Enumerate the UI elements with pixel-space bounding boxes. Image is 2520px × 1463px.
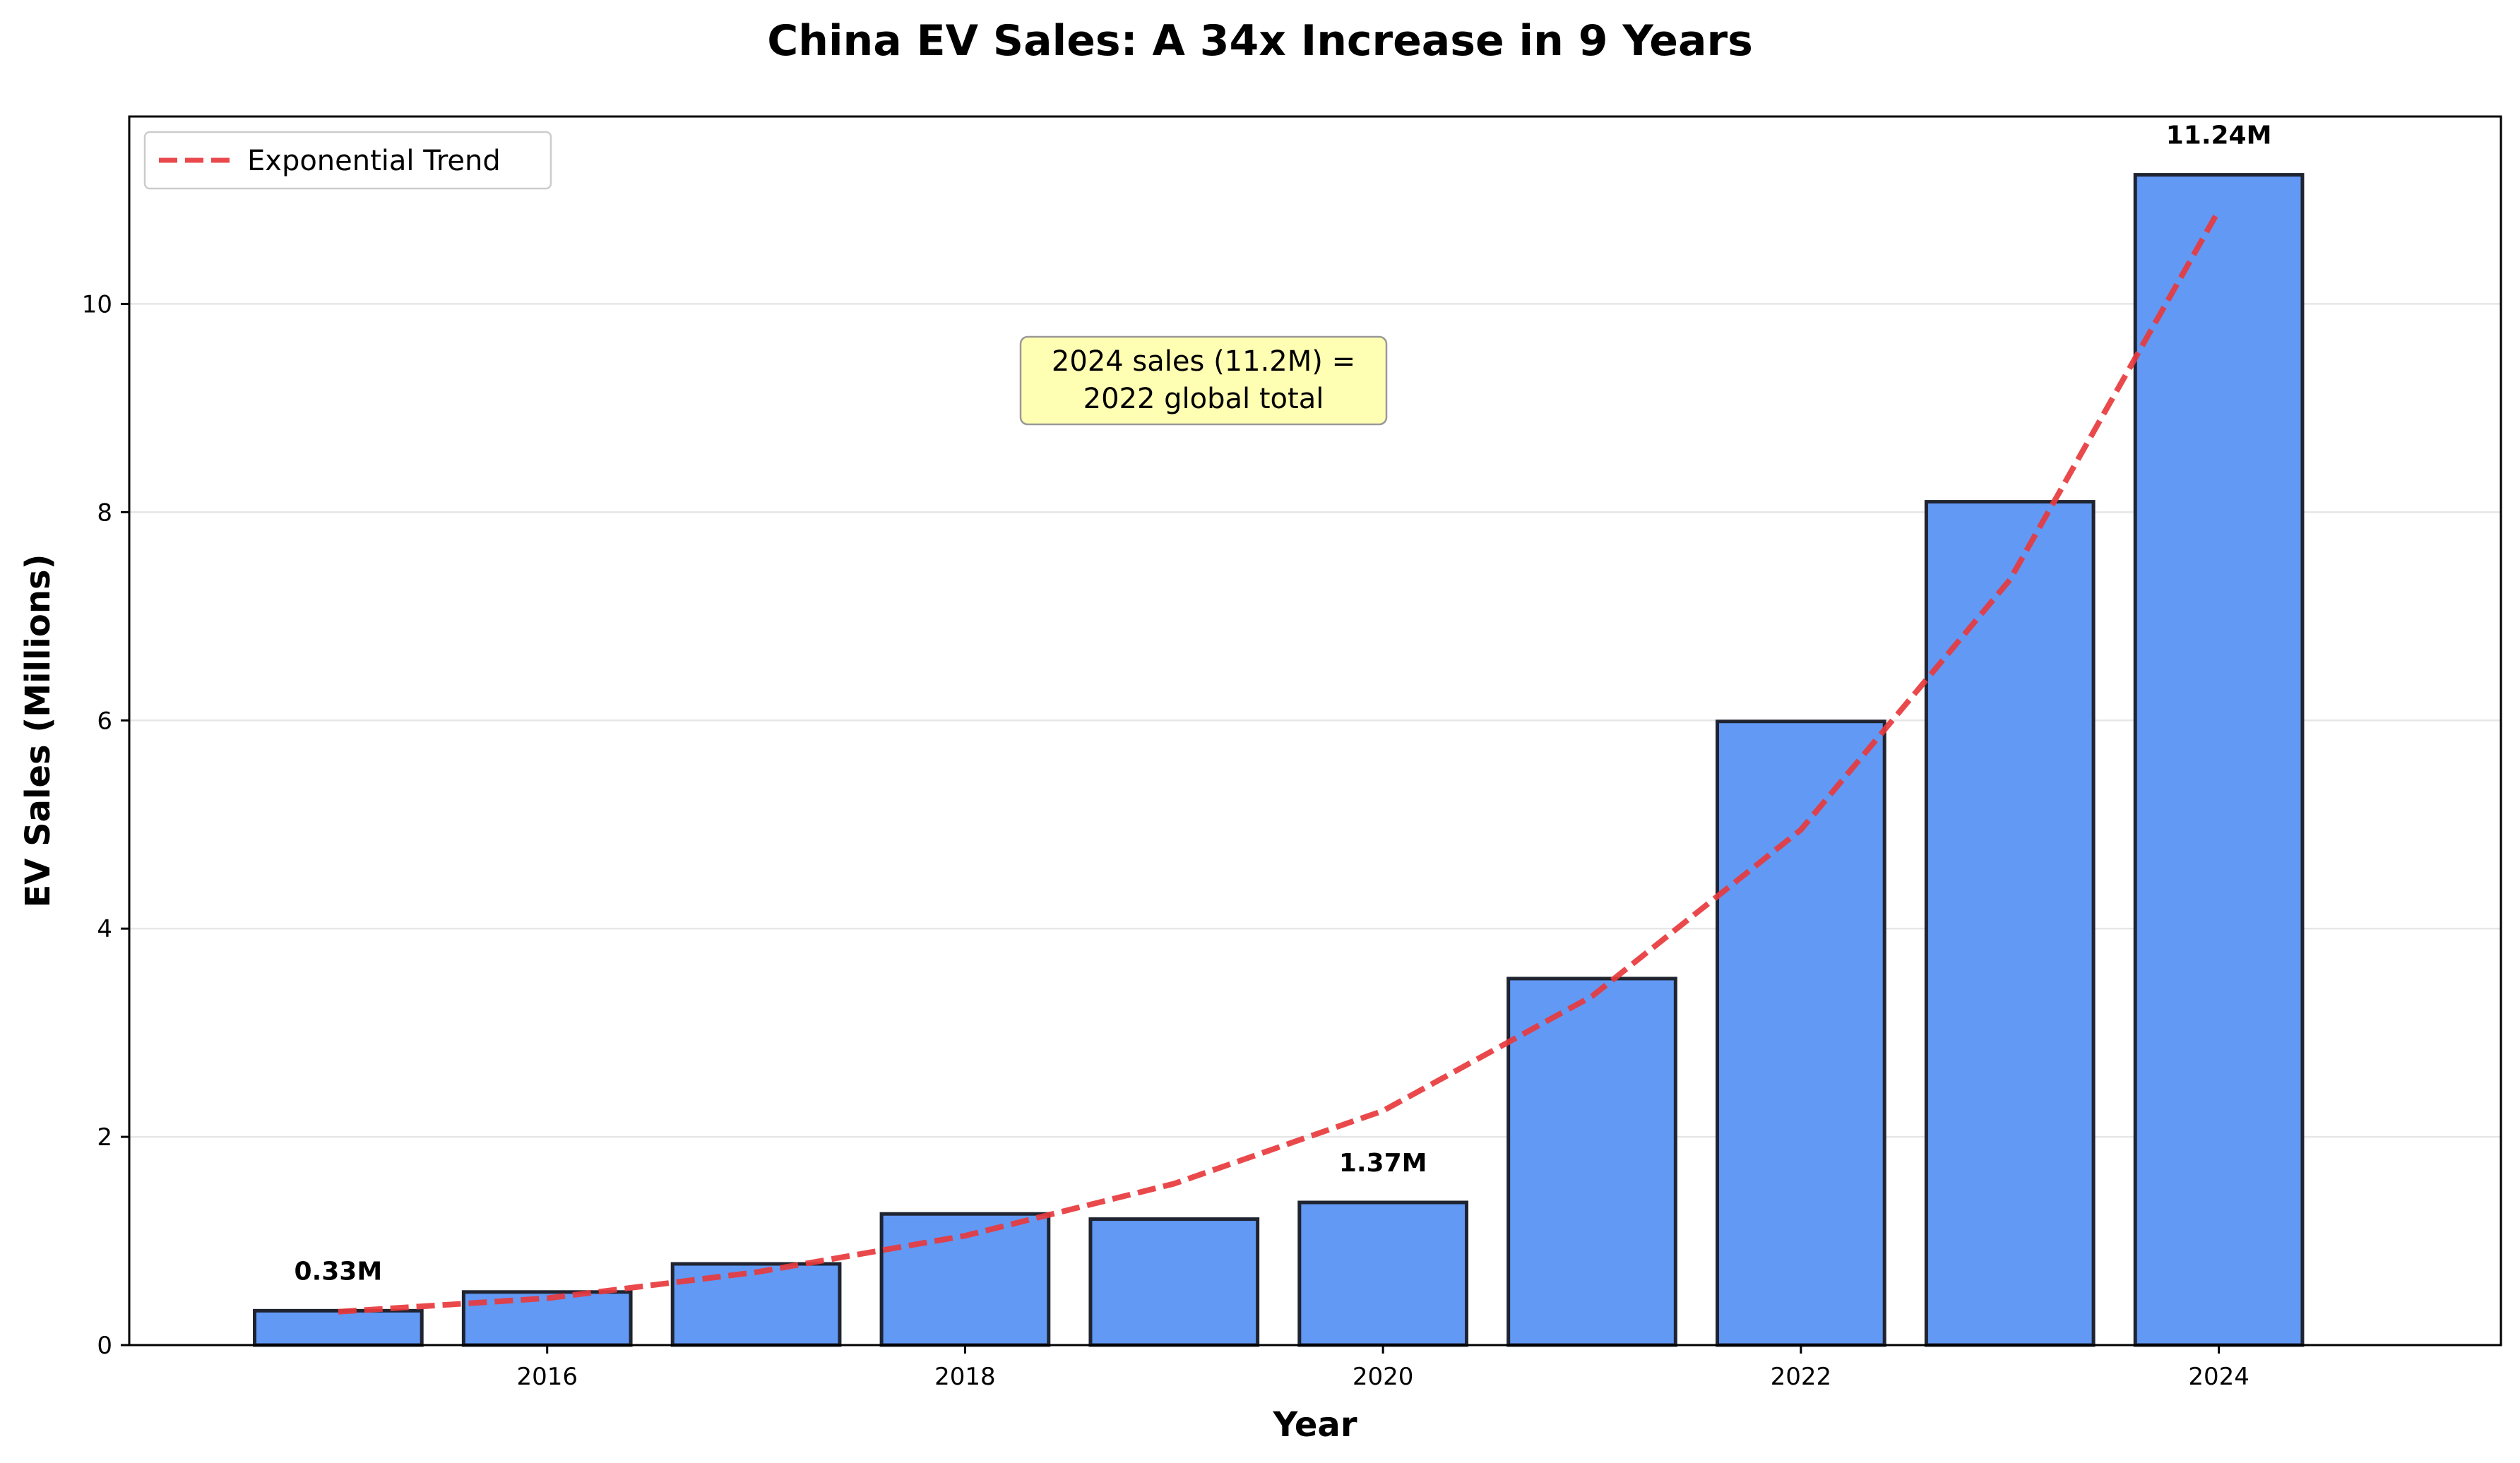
annotation-line-1: 2024 sales (11.2M) = [1052,345,1355,378]
bar-2015 [253,1308,424,1347]
y-axis-ticks: 0 2 4 6 8 10 [82,290,129,1360]
y-tick-label-6: 6 [97,707,112,735]
data-label-2020: 1.37M [1339,1149,1427,1178]
plot-frame [128,115,2502,1346]
bar-2022 [1716,719,1886,1347]
bar-2021 [1506,977,1677,1347]
data-label-layer: 0.33M 1.37M 11.24M [295,121,2272,1286]
annotation-background [1019,335,1388,426]
data-label-2024: 11.24M [2166,121,2272,150]
y-tick-label-8: 8 [97,498,112,527]
bar-2018 [879,1212,1051,1347]
legend-frame [143,131,552,190]
x-tick-label-2022: 2022 [1771,1363,1832,1391]
y-axis-label: EV Sales (Millions) [18,554,58,907]
x-axis-label: Year [1273,1405,1357,1445]
annotation-box: 2024 sales (11.2M) = 2022 global total [1019,335,1388,426]
grid-layer [129,303,2501,1138]
x-tick-label-2024: 2024 [2188,1363,2249,1391]
data-label-2015: 0.33M [295,1257,383,1286]
y-tick-label-0: 0 [97,1332,112,1360]
legend-label-exponential-trend: Exponential Trend [247,145,501,177]
y-tick-label-2: 2 [97,1123,112,1152]
bar-2017 [670,1262,842,1347]
x-axis-ticks: 2016 2018 2020 2022 2024 [516,1345,2249,1391]
x-tick-label-2016: 2016 [516,1363,578,1391]
legend: Exponential Trend [143,131,552,190]
y-tick-label-4: 4 [97,915,112,943]
trend-layer [338,208,2222,1315]
x-tick-label-2018: 2018 [934,1363,996,1391]
x-tick-label-2020: 2020 [1353,1363,1414,1391]
chart-title: China EV Sales: A 34x Increase in 9 Year… [767,16,1753,66]
trend-line-exponential [338,208,2222,1315]
bar-2024 [2133,173,2305,1347]
bar-2020 [1297,1200,1468,1347]
bars-layer [253,173,2305,1347]
bar-2019 [1088,1217,1260,1347]
annotation-line-2: 2022 global total [1083,383,1324,415]
y-tick-label-10: 10 [82,290,112,318]
bar-2023 [1924,500,2096,1347]
